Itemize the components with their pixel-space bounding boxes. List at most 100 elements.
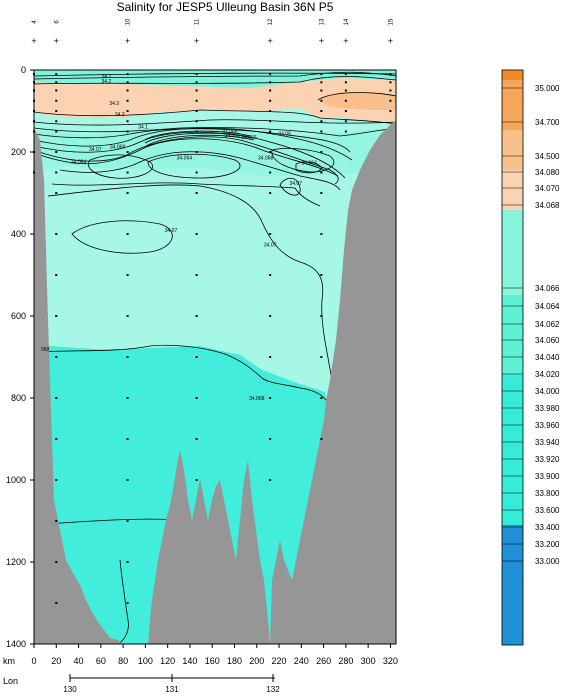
contour-line [147,153,241,179]
sample-point [389,99,392,102]
contour-label: 34.064 [71,159,87,165]
legend-label: 34.066 [535,284,560,293]
y-tick-label: 1200 [6,557,26,567]
sample-point [195,397,198,399]
sample-point [195,274,198,276]
sample-point [126,120,129,123]
chart-title: Salinity for JESP5 Ulleung Basin 36N P5 [116,0,334,14]
contour-line [117,559,129,645]
contour-label: 34.2 [115,112,125,118]
sample-point [195,315,198,317]
bathymetry-left-slope [34,128,122,644]
legend-label: 34.068 [535,201,560,210]
legend-frame [501,69,524,646]
contour-line [145,134,255,147]
contour-label: 34.2 [102,74,112,80]
contour-line [33,131,346,179]
sample-point [55,151,58,153]
sample-point [55,192,58,194]
y-tick-label: 600 [11,311,26,321]
legend-label: 34.080 [535,168,560,177]
legend-label: 34.000 [535,387,560,396]
lon-axis: Lon 130 131 132 [3,674,280,694]
legend-color-band [502,375,523,525]
legend-label: 33.900 [535,472,560,481]
x-tick-label: 80 [118,656,128,666]
sample-point [320,274,323,276]
sample-point [320,99,323,102]
sample-point [344,110,347,112]
sample-point [126,274,129,276]
sample-point [195,356,198,358]
x-tick-label: 180 [227,656,242,666]
sample-point [195,81,198,84]
sample-point [269,274,272,276]
x-tick-label: 0 [31,656,36,666]
sample-point [195,110,198,112]
legend-label: 33.940 [535,438,560,447]
contour-line [279,177,301,196]
legend-color-band [502,80,523,130]
sample-point [269,479,272,481]
contour-label: 34.07 [165,228,178,234]
sample-point [269,73,272,76]
sample-point [269,120,272,123]
contour-line [47,184,335,396]
legend-color-band [502,130,523,170]
sample-point [126,151,129,153]
sample-point [269,192,272,194]
sample-point [55,233,58,235]
sample-point [344,89,347,92]
sample-point [195,171,198,174]
contour-line [51,182,321,207]
contour-line [71,220,173,254]
sample-point [126,520,129,522]
station-plus-marker: + [319,36,324,46]
contour-label: 34.064 [301,160,317,166]
sample-point [126,73,129,76]
legend-label: 34.040 [535,353,560,362]
contour-label: 068 [41,347,50,353]
sample-point [320,233,323,235]
legend-label: 33.600 [535,506,560,515]
sample-point [344,73,347,76]
contour-label: 34.068 [258,155,274,161]
sample-point [126,561,129,563]
x-tick-label: 320 [383,656,398,666]
x-tick-label: 120 [160,656,175,666]
legend-label: 34.070 [535,184,560,193]
station-plus-marker: + [388,36,393,46]
field-orange-surface [34,78,396,124]
sample-point [320,110,323,112]
contour-line [295,161,323,174]
legend-color-band [502,210,523,295]
sample-point [195,130,198,133]
station-label: 14 [344,18,350,25]
legend-label: 33.800 [535,489,560,498]
sample-point [195,479,198,481]
sample-point [269,233,272,235]
sample-point [344,81,347,84]
sample-point [55,99,58,102]
sample-point [269,110,272,112]
contour-label: 34.07 [264,242,277,248]
sample-point [126,89,129,92]
sample-point [55,171,58,174]
sample-point [126,99,129,102]
station-label: 6 [54,20,60,24]
contour-label: 34.07 [289,181,302,187]
x-tick-label: 160 [205,656,220,666]
contour-line [33,76,397,85]
contour-line [88,154,153,179]
contour-line [33,127,397,137]
x-tick-label: 220 [272,656,287,666]
field-orange-core [318,92,396,110]
y-axis: 0 200 400 600 800 1000 1200 1400 [6,65,34,649]
legend-label: 33.920 [535,455,560,464]
sample-point [389,110,392,112]
x-axis-label: km [3,656,15,666]
x-tick-label: 260 [316,656,331,666]
sample-point [195,99,198,102]
lon-tick-label: 130 [63,685,77,694]
